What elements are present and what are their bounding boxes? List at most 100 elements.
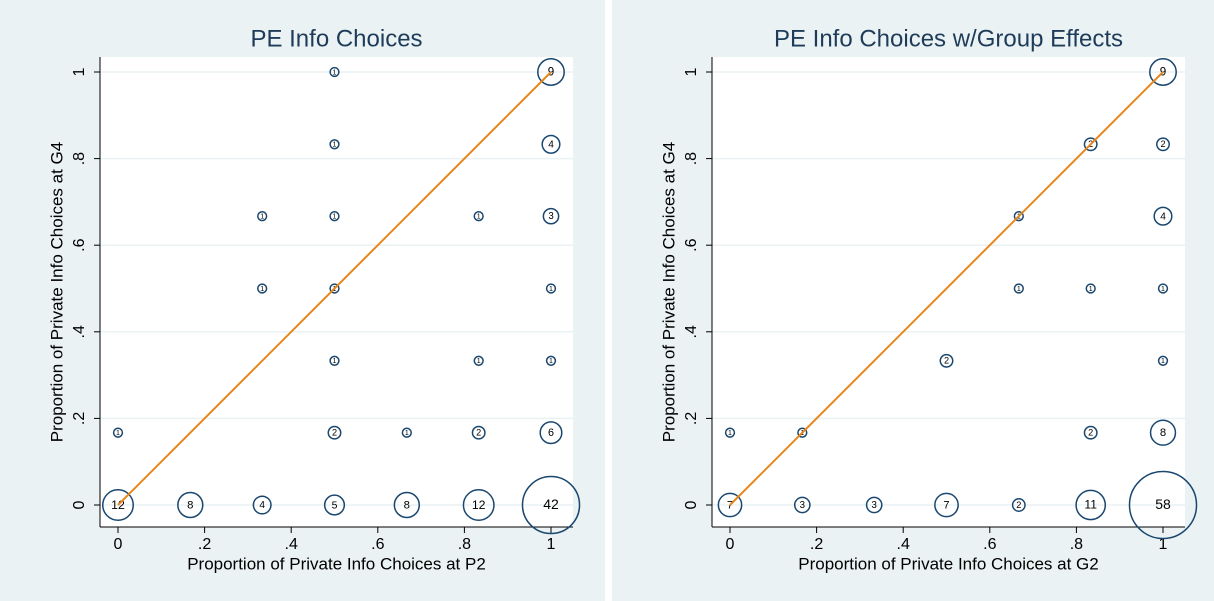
y-tick-label: .8 [71,152,88,165]
y-tick-label: .4 [71,325,88,338]
point [1156,137,1170,152]
point-label: 3 [800,500,805,511]
point-label: 1 [333,214,337,221]
x-tick-label: .2 [198,536,211,553]
y-tick-label: 1 [683,67,700,76]
point [112,427,124,438]
point-label: 1 [549,286,553,293]
point [1011,498,1026,512]
x-tick-label: .4 [285,536,298,553]
point-label: 8 [404,500,410,512]
y-axis-title: Proportion of Private Info Choices at G4 [659,142,678,443]
point [537,58,565,86]
y-tick-label: 0 [683,500,700,509]
x-tick-label: .8 [458,536,471,553]
chart-title: PE Info Choices w/Group Effects [774,25,1123,52]
point-label: 1 [333,142,337,149]
point [329,139,340,150]
point-label: 1 [1017,286,1021,293]
point [939,353,954,368]
point-label: 1 [333,358,337,365]
x-tick-label: .8 [1070,536,1083,553]
x-tick-label: 0 [114,536,123,553]
point-label: 1 [116,430,120,437]
point-label: 2 [1088,428,1093,438]
chart-title: PE Info Choices [250,25,422,52]
reference-line [117,71,552,506]
point-label: 1 [1161,286,1165,293]
chart: PE Info Choices 0 .2 .4 .6 .8 1 0 .2 .4 .6 .8 1 Propo… [0,0,605,601]
point [1075,489,1107,521]
point [1149,58,1177,86]
point [793,496,811,514]
point [257,283,268,294]
point-label: 1 [1161,358,1165,365]
y-tick-label: .2 [683,412,700,425]
point [539,421,563,445]
point-label: 2 [1016,500,1021,510]
point-label: 4 [259,500,265,511]
point [1153,206,1173,226]
point [545,283,557,294]
y-tick-label: .8 [683,152,700,165]
point [1083,137,1098,152]
point-label: 1 [728,430,732,437]
y-tick-label: .6 [71,238,88,251]
point-label: 11 [1084,498,1097,512]
point-label: 1 [333,69,337,76]
point-label: 1 [405,430,409,437]
point [717,492,743,518]
x-tick-label: 1 [1159,536,1168,553]
point [323,494,346,516]
point [471,425,486,440]
point-label: 5 [332,500,338,511]
y-axis-title: Proportion of Private Info Choices at G4 [47,142,66,443]
point-label: 1 [260,286,264,293]
point-label: 1 [260,214,264,221]
point-label: 1 [477,214,481,221]
x-axis-title: Proportion of Private Info Choices at P2 [187,554,486,573]
plot-area [712,57,1185,527]
point [252,495,272,515]
point [1083,425,1098,440]
point [1157,283,1169,294]
y-tick-label: 0 [71,500,88,509]
point [329,355,340,366]
point-label: 42 [543,496,559,512]
x-tick-label: 0 [726,536,735,553]
point-label: 1 [477,358,481,365]
point [462,489,495,521]
point-label: 8 [187,500,193,512]
point [1013,211,1024,222]
point [545,355,557,366]
point [542,207,560,225]
x-tick-label: .6 [371,536,384,553]
point-label: 2 [332,428,337,438]
point [257,211,268,222]
point [1085,283,1096,294]
point [177,491,204,519]
y-tick-label: 1 [71,67,88,76]
point-label: 8 [1160,427,1166,439]
point [473,355,484,366]
point [401,427,412,438]
point [1013,283,1024,294]
point [329,66,340,78]
point [1157,355,1169,366]
point-label: 4 [548,139,554,150]
point [393,491,421,519]
point [102,489,134,521]
point [724,427,736,438]
point-label: 58 [1155,496,1171,512]
point-label: 6 [548,427,554,439]
y-tick-label: .6 [683,238,700,251]
point [541,134,561,154]
x-tick-label: .4 [897,536,910,553]
point-label: 3 [872,500,877,511]
x-tick-label: 1 [547,536,556,553]
point [327,425,342,440]
x-tick-label: .6 [983,536,996,553]
point-label: 4 [1160,211,1166,222]
point-label: 2 [1160,139,1165,149]
